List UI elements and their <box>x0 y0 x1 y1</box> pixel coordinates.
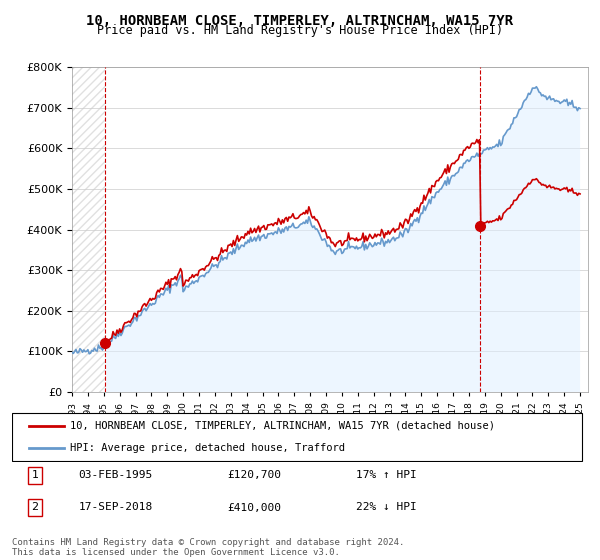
Text: 03-FEB-1995: 03-FEB-1995 <box>79 470 153 480</box>
Text: 2: 2 <box>31 502 38 512</box>
Text: 10, HORNBEAM CLOSE, TIMPERLEY, ALTRINCHAM, WA15 7YR (detached house): 10, HORNBEAM CLOSE, TIMPERLEY, ALTRINCHA… <box>70 421 494 431</box>
Text: £410,000: £410,000 <box>227 502 281 512</box>
Text: 17-SEP-2018: 17-SEP-2018 <box>79 502 153 512</box>
Text: Price paid vs. HM Land Registry's House Price Index (HPI): Price paid vs. HM Land Registry's House … <box>97 24 503 36</box>
Text: Contains HM Land Registry data © Crown copyright and database right 2024.
This d: Contains HM Land Registry data © Crown c… <box>12 538 404 557</box>
Text: 1: 1 <box>32 470 38 480</box>
Text: 22% ↓ HPI: 22% ↓ HPI <box>356 502 417 512</box>
FancyBboxPatch shape <box>12 413 582 461</box>
Text: £120,700: £120,700 <box>227 470 281 480</box>
Text: 1: 1 <box>0 559 1 560</box>
Text: HPI: Average price, detached house, Trafford: HPI: Average price, detached house, Traf… <box>70 443 344 453</box>
Text: 2: 2 <box>0 559 1 560</box>
Text: 10, HORNBEAM CLOSE, TIMPERLEY, ALTRINCHAM, WA15 7YR: 10, HORNBEAM CLOSE, TIMPERLEY, ALTRINCHA… <box>86 14 514 28</box>
Text: 17% ↑ HPI: 17% ↑ HPI <box>356 470 417 480</box>
